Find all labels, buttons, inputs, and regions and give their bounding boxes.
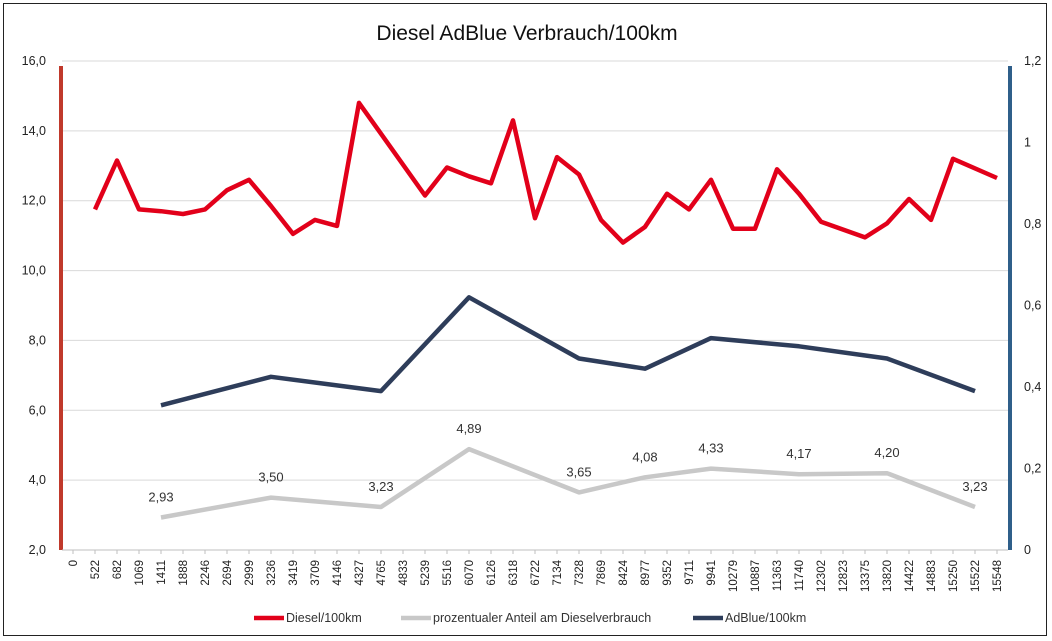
x-tick-label: 2694 [222,559,234,585]
right-tick-label: 1 [1024,136,1031,150]
left-tick-label: 14,0 [22,124,46,138]
x-tick-label: 15548 [992,560,1004,592]
x-tick-label: 15522 [970,560,982,592]
left-axis-line [59,66,63,550]
x-tick-label: 4327 [354,560,366,586]
chart-frame: Diesel AdBlue Verbrauch/100km 2,0 4,0 6,0 8… [3,3,1047,636]
legend: Diesel/100km prozentualer Anteil am Diese… [254,611,806,625]
left-tick-label: 8,0 [29,333,46,347]
x-tick-label: 12302 [816,560,828,592]
chart-svg: Diesel AdBlue Verbrauch/100km 2,0 4,0 6,0 8… [22,22,1042,625]
x-tick-label: 6070 [464,560,476,586]
x-tick-label: 7328 [574,560,586,586]
x-tick-label: 9941 [706,560,718,586]
x-tick-label: 6722 [530,560,542,586]
series-line-diesel [92,100,998,245]
data-label: 3,23 [962,479,987,494]
right-tick-label: 1,2 [1024,54,1041,68]
data-label: 4,89 [456,421,481,436]
x-tick-label: 7134 [552,559,564,585]
series-line-adblue [160,295,976,408]
right-axis-line [1008,66,1012,550]
data-label: 4,17 [786,446,811,461]
x-tick-label: 10279 [728,560,740,592]
x-tick-label: 4765 [376,560,388,586]
x-tick-label: 522 [90,560,102,579]
x-tick-label: 11363 [772,560,784,591]
x-tick-label: 5516 [442,560,454,586]
data-label: 3,23 [368,479,393,494]
x-tick-label: 3709 [310,560,322,586]
data-labels: 2,93 3,50 3,23 4,89 3,65 4,08 4,33 4,17 4,20 3,23 [148,421,987,504]
x-tick-label: 15250 [948,560,960,592]
right-tick-label: 0,4 [1024,380,1041,394]
x-tick-label: 7869 [596,560,608,586]
right-tick-label: 0,8 [1024,217,1041,231]
gridlines [62,60,1008,481]
x-tick-label: 10887 [750,560,762,592]
x-tick-label: 11740 [794,560,806,591]
left-tick-label: 12,0 [22,194,46,208]
x-tick-label: 0 [68,560,80,566]
left-tick-label: 6,0 [29,403,46,417]
data-label: 3,65 [566,464,591,479]
x-tick-label: 3419 [288,560,300,586]
left-y-axis: 2,0 4,0 6,0 8,0 10,0 12,0 14,0 16,0 [22,54,63,557]
right-tick-label: 0 [1024,543,1031,557]
x-tick-label: 4146 [332,560,344,586]
x-tick-label: 1069 [134,560,146,586]
series-line-anteil [160,446,976,520]
x-axis: 0 522 682 1069 1411 1888 2246 2694 2999 3236 3419 3… [62,549,1008,592]
x-tick-label: 682 [112,560,124,579]
x-tick-label: 5239 [420,560,432,586]
x-tick-label: 2999 [244,560,256,586]
data-label: 4,33 [698,441,723,456]
x-tick-label: 12823 [838,560,850,592]
x-tick-label: 6318 [508,560,520,586]
left-tick-label: 10,0 [22,264,46,278]
x-tick-label: 2246 [200,560,212,586]
x-tick-label: 3236 [266,560,278,586]
right-y-axis: 0 0,2 0,4 0,6 0,8 1 1,2 [1008,54,1041,557]
x-tick-label: 8977 [640,560,652,586]
data-label: 3,50 [258,470,283,485]
x-tick-label: 9711 [684,560,696,585]
right-tick-label: 0,2 [1024,462,1041,476]
x-tick-label: 1888 [178,560,190,586]
x-tick-label: 8424 [618,559,630,585]
legend-label: Diesel/100km [286,611,362,625]
left-tick-label: 16,0 [22,54,46,68]
x-tick-label: 9352 [662,560,674,586]
left-tick-label: 4,0 [29,473,46,487]
series-layer [92,100,998,520]
left-tick-label: 2,0 [29,543,46,557]
x-tick-label: 14883 [926,560,938,592]
x-tick-label: 13820 [882,560,894,592]
x-tick-label: 4833 [398,560,410,586]
data-label: 4,20 [874,445,899,460]
x-tick-label: 6126 [486,560,498,586]
x-tick-label: 1411 [156,560,168,585]
data-label: 4,08 [632,449,657,464]
right-tick-label: 0,6 [1024,299,1041,313]
legend-label: AdBlue/100km [725,611,806,625]
legend-label: prozentualer Anteil am Dieselverbrauch [433,611,651,625]
chart-title: Diesel AdBlue Verbrauch/100km [376,22,677,45]
x-tick-label: 14422 [904,560,916,592]
data-label: 2,93 [148,490,173,505]
x-tick-label: 13375 [860,560,872,592]
